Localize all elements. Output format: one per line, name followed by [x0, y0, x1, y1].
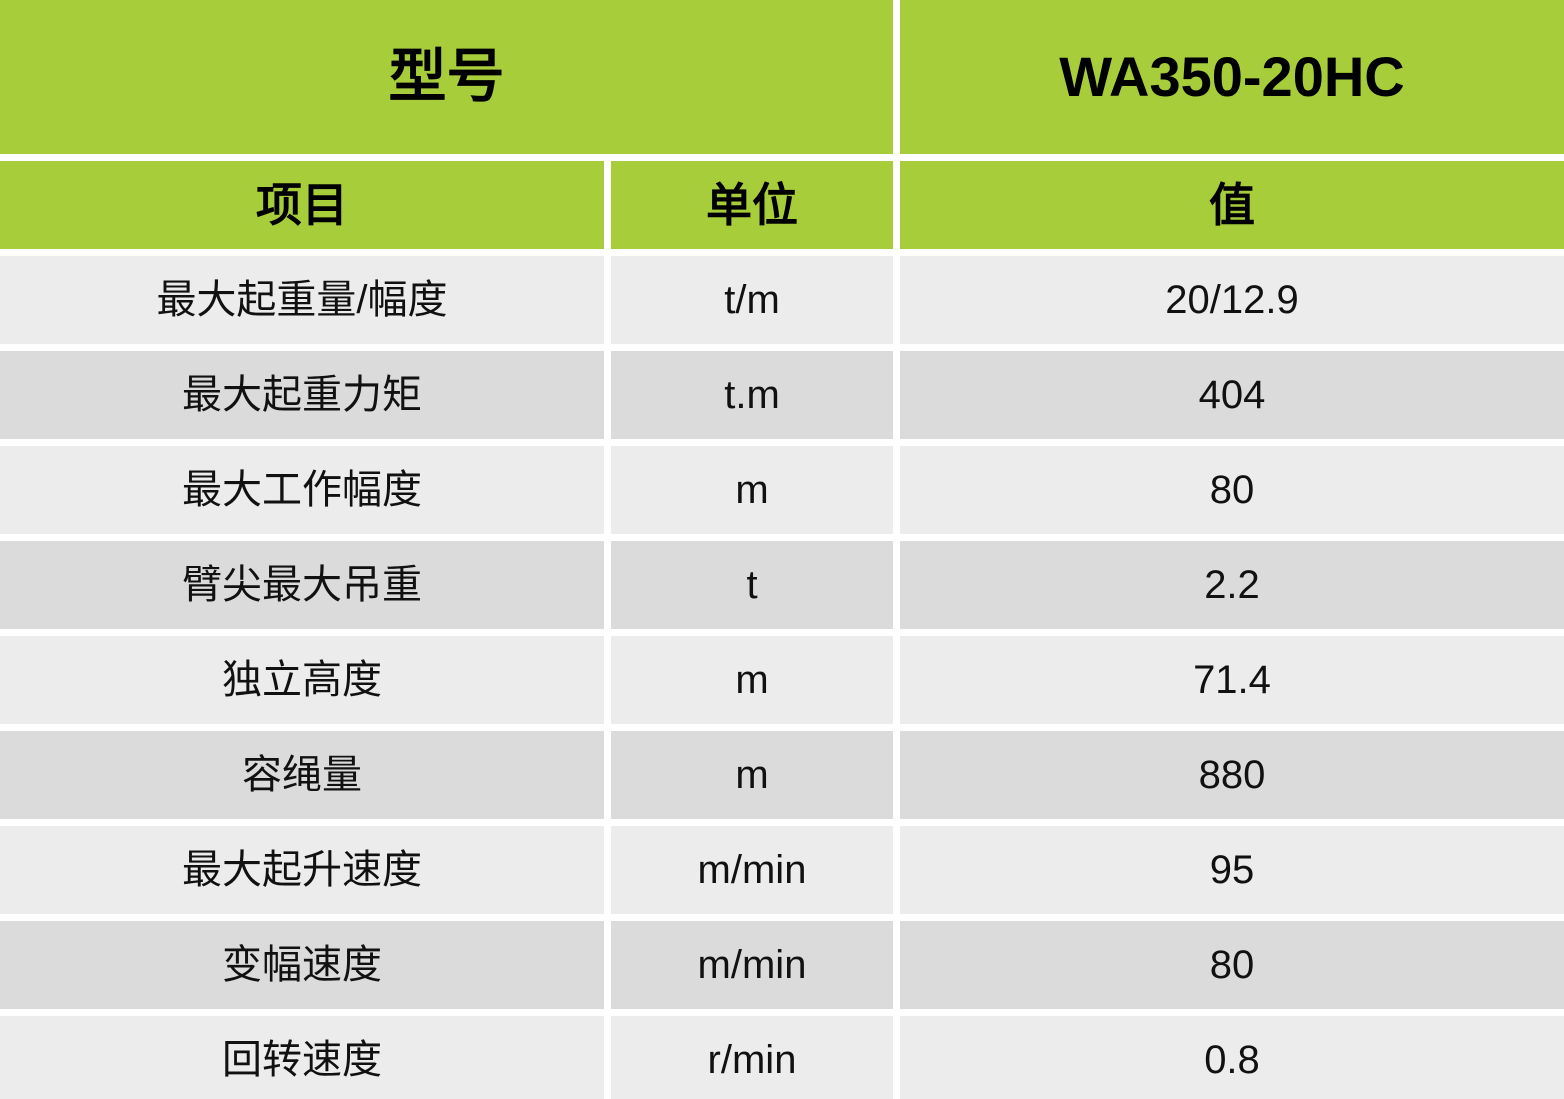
- value-cell: 80: [900, 921, 1564, 1009]
- item-cell: 容绳量: [0, 731, 604, 819]
- item-cell: 最大起重力矩: [0, 351, 604, 439]
- item-cell: 臂尖最大吊重: [0, 541, 604, 629]
- value-label: 95: [1209, 848, 1255, 892]
- model-header-label: 型号: [388, 44, 505, 110]
- item-cell: 变幅速度: [0, 921, 604, 1009]
- value-cell: 2.2: [900, 541, 1564, 629]
- value-label: 80: [1209, 943, 1255, 987]
- item-label: 最大起升速度: [182, 848, 422, 892]
- value-label: 0.8: [1204, 1038, 1260, 1082]
- item-label: 回转速度: [222, 1038, 382, 1082]
- item-cell: 独立高度: [0, 636, 604, 724]
- value-label: 20/12.9: [1165, 278, 1299, 322]
- value-label: 2.2: [1204, 563, 1260, 607]
- item-cell: 最大起升速度: [0, 826, 604, 914]
- unit-cell: t.m: [611, 351, 893, 439]
- value-label: 71.4: [1193, 658, 1271, 702]
- unit-label: r/min: [707, 1038, 797, 1082]
- value-cell: 880: [900, 731, 1564, 819]
- column-header-item-label: 项目: [256, 178, 348, 231]
- model-value-cell: WA350-20HC: [900, 0, 1564, 154]
- column-header-item: 项目: [0, 161, 604, 249]
- column-header-value: 值: [900, 161, 1564, 249]
- item-label: 最大工作幅度: [182, 468, 422, 512]
- unit-cell: r/min: [611, 1016, 893, 1099]
- unit-cell: m: [611, 731, 893, 819]
- unit-label: m: [735, 468, 769, 512]
- value-cell: 404: [900, 351, 1564, 439]
- unit-cell: t/m: [611, 256, 893, 344]
- value-cell: 80: [900, 446, 1564, 534]
- unit-cell: m: [611, 636, 893, 724]
- value-cell: 0.8: [900, 1016, 1564, 1099]
- unit-label: t/m: [724, 278, 780, 322]
- item-label: 独立高度: [222, 658, 382, 702]
- item-label: 容绳量: [242, 753, 362, 797]
- unit-label: m: [735, 658, 769, 702]
- unit-cell: m/min: [611, 921, 893, 1009]
- item-label: 臂尖最大吊重: [182, 563, 422, 607]
- unit-label: m: [735, 753, 769, 797]
- unit-label: t: [746, 563, 758, 607]
- item-label: 变幅速度: [222, 943, 382, 987]
- model-header-cell: 型号: [0, 0, 893, 154]
- model-value-text: WA350-20HC: [1059, 45, 1405, 109]
- unit-cell: t: [611, 541, 893, 629]
- column-header-unit: 单位: [611, 161, 893, 249]
- item-cell: 最大工作幅度: [0, 446, 604, 534]
- value-cell: 20/12.9: [900, 256, 1564, 344]
- value-label: 404: [1198, 373, 1266, 417]
- column-header-value-label: 值: [1209, 178, 1255, 231]
- unit-label: m/min: [697, 848, 807, 892]
- unit-cell: m/min: [611, 826, 893, 914]
- item-cell: 最大起重量/幅度: [0, 256, 604, 344]
- item-label: 最大起重量/幅度: [156, 278, 448, 322]
- unit-label: t.m: [724, 373, 780, 417]
- item-cell: 回转速度: [0, 1016, 604, 1099]
- unit-label: m/min: [697, 943, 807, 987]
- value-label: 880: [1198, 753, 1266, 797]
- value-label: 80: [1209, 468, 1255, 512]
- item-label: 最大起重力矩: [182, 373, 422, 417]
- value-cell: 95: [900, 826, 1564, 914]
- column-header-unit-label: 单位: [706, 178, 798, 231]
- value-cell: 71.4: [900, 636, 1564, 724]
- unit-cell: m: [611, 446, 893, 534]
